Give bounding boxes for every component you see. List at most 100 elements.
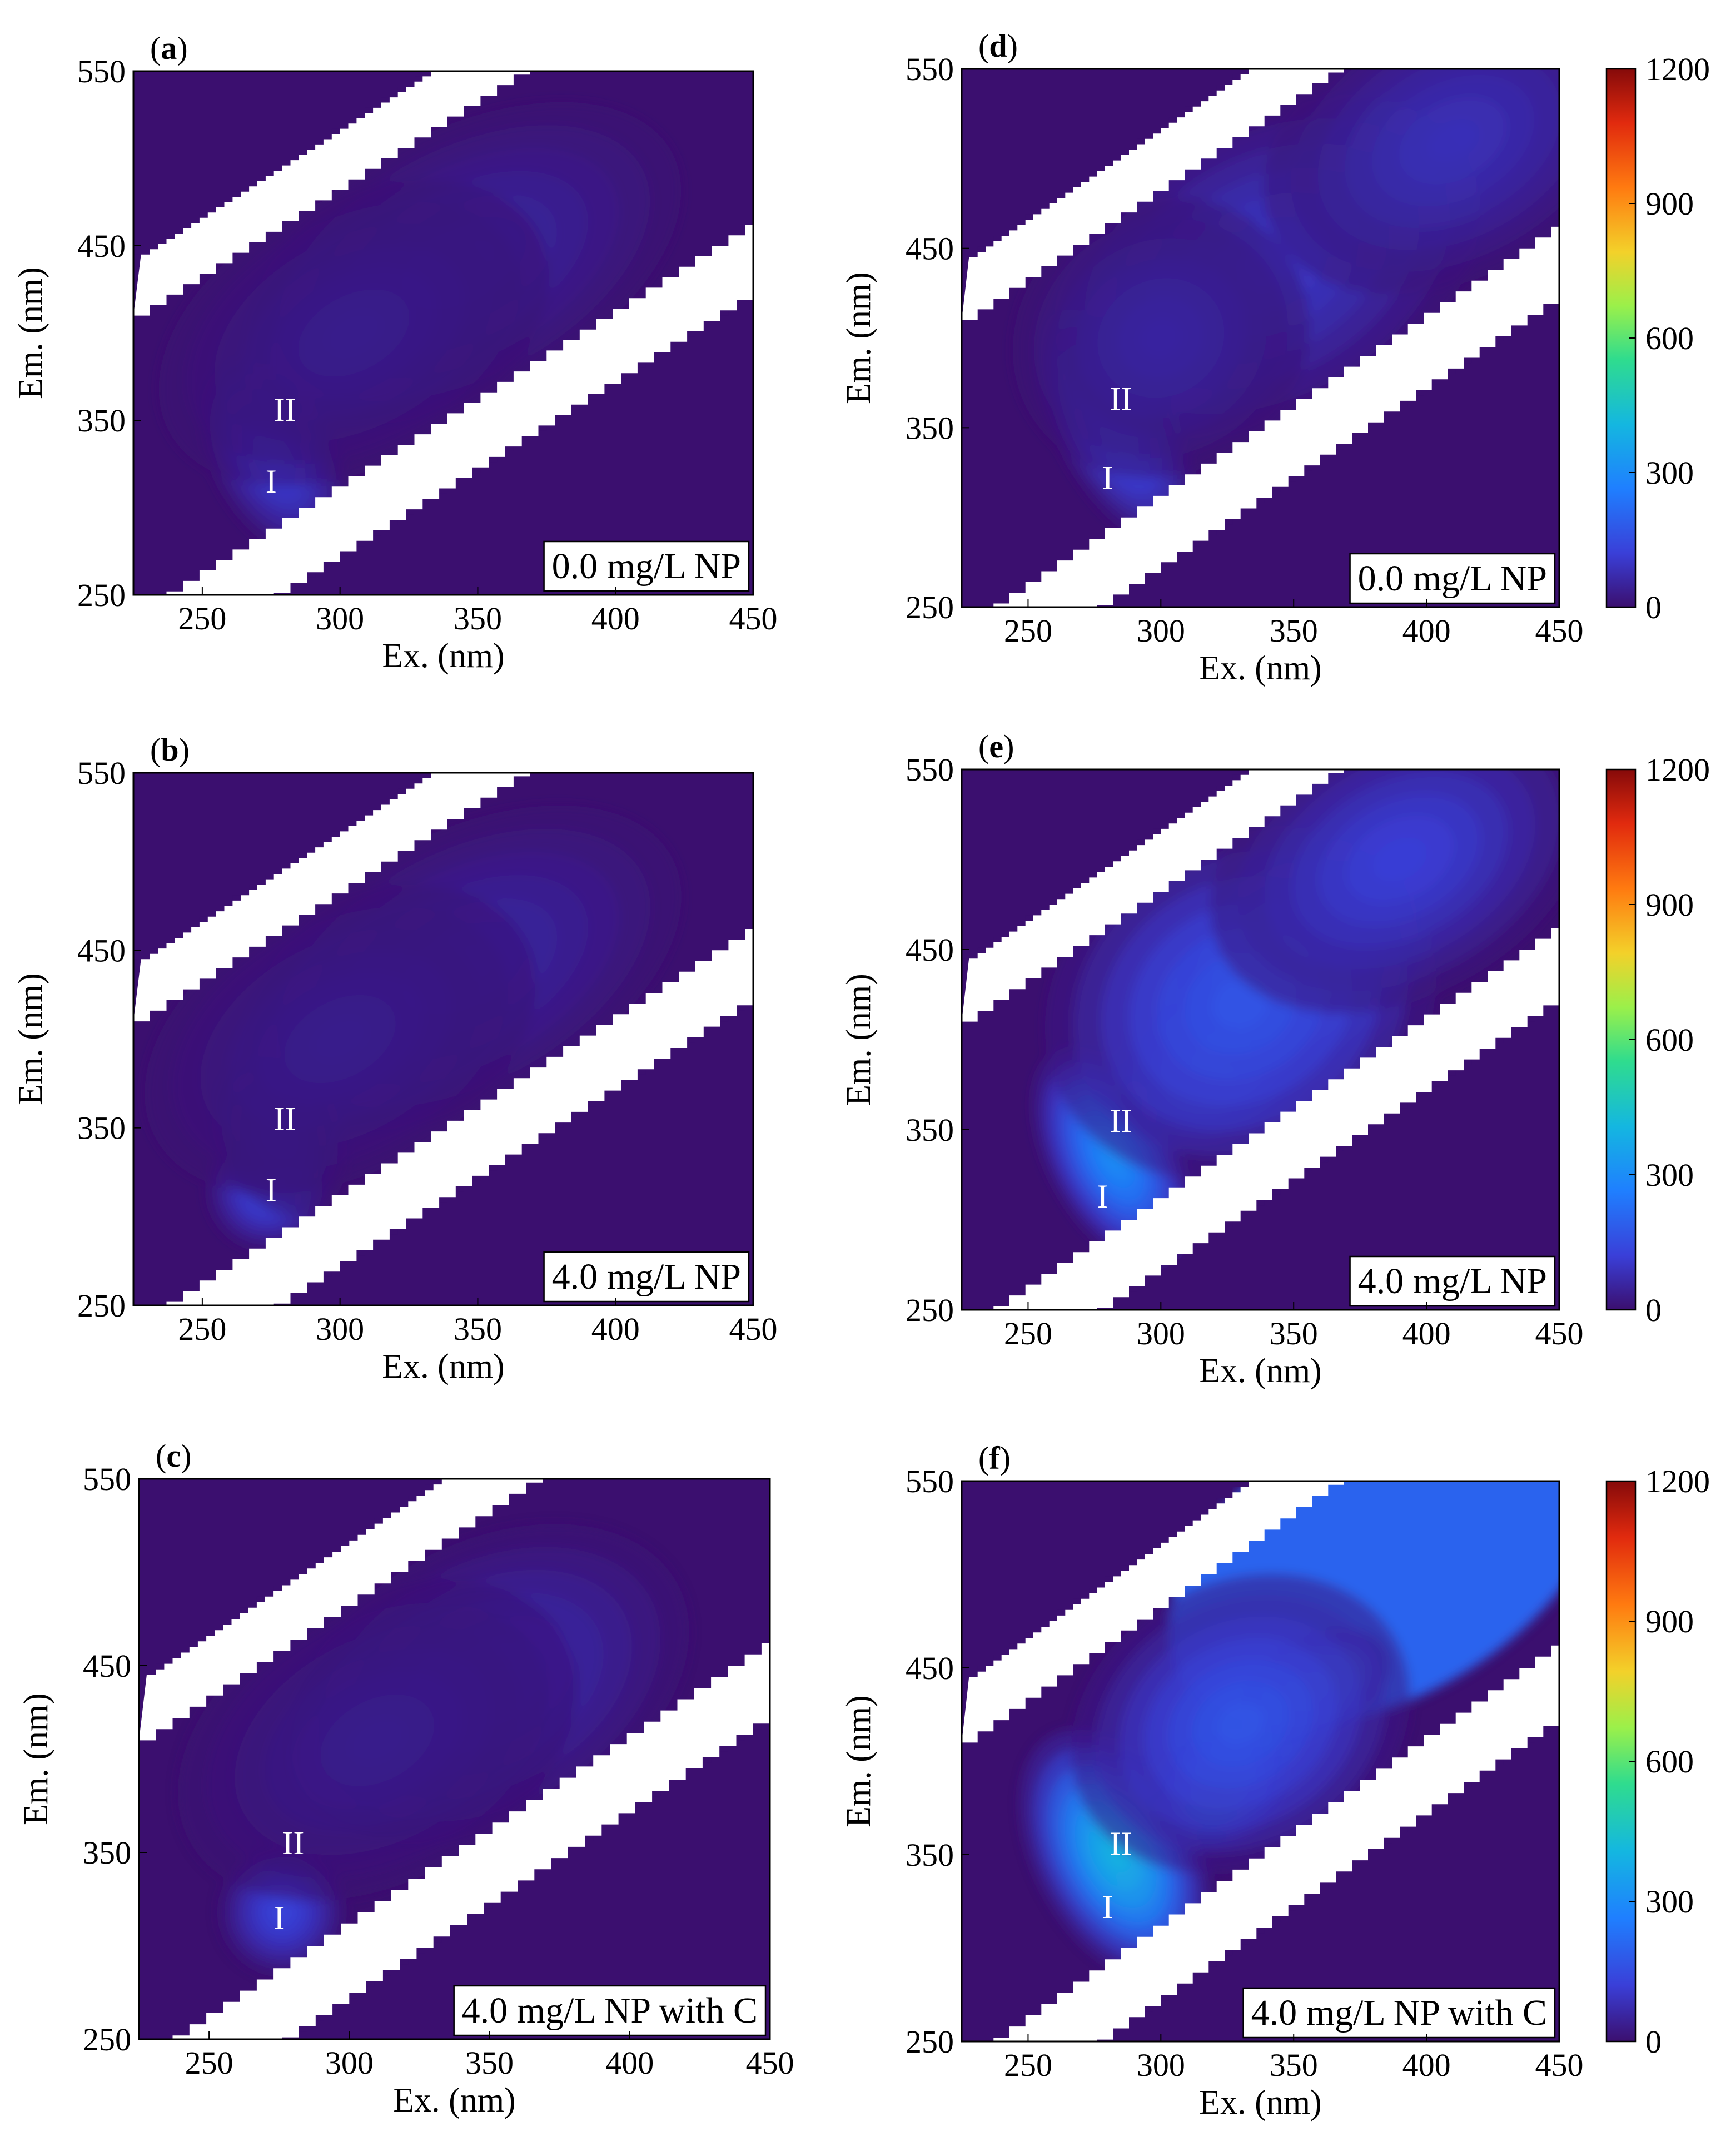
intensity-contour — [272, 1903, 291, 1921]
masked-region-lower — [139, 1718, 770, 2039]
y-tick-label: 250 — [906, 589, 954, 625]
masked-region-corner — [133, 773, 753, 960]
peak-label: II — [1110, 1102, 1132, 1139]
colorbar-tick-label: 1200 — [1645, 752, 1710, 788]
x-tick-label: 350 — [454, 1311, 502, 1347]
y-tick-label: 550 — [83, 1461, 131, 1497]
y-axis-label: Em. (nm) — [840, 272, 878, 404]
colorbar-tick-label: 0 — [1645, 1292, 1662, 1328]
legend-box — [1349, 553, 1556, 604]
legend: 0.0 mg/L NP — [543, 540, 750, 592]
scatter-band-upper — [133, 773, 530, 1022]
peak-label: II — [1110, 1825, 1132, 1862]
x-tick-label: 450 — [1535, 1315, 1584, 1352]
y-tick-label: 250 — [77, 577, 126, 613]
y-tick-label: 450 — [906, 1650, 954, 1686]
x-axis-label: Ex. (nm) — [1199, 1352, 1321, 1390]
x-tick-label: 350 — [1270, 613, 1318, 649]
scatter-band-upper — [139, 1479, 543, 1741]
peak-label: II — [282, 1825, 304, 1861]
y-tick-label: 450 — [906, 231, 954, 267]
x-tick-label: 300 — [325, 2045, 374, 2081]
y-tick-label: 450 — [906, 932, 954, 968]
scatter-band-upper — [962, 69, 1344, 320]
x-tick-label: 350 — [1270, 1315, 1318, 1352]
legend-text: 0.0 mg/L NP — [552, 546, 741, 587]
x-tick-label: 400 — [1402, 1315, 1451, 1352]
plot-frame — [961, 768, 1560, 1311]
legend-text: 0.0 mg/L NP — [1358, 558, 1547, 599]
plot-frame — [132, 772, 754, 1306]
colorbar-tick-label: 1200 — [1645, 51, 1710, 87]
y-axis-label: Em. (nm) — [840, 973, 878, 1106]
colorbar-tick-label: 1200 — [1645, 1463, 1710, 1499]
x-tick-label: 250 — [185, 2045, 233, 2081]
y-tick-label: 350 — [77, 1110, 126, 1146]
legend: 4.0 mg/L NP with C — [1242, 1987, 1556, 2039]
colorbar-tick-label: 600 — [1645, 1743, 1694, 1780]
peak-label: I — [1102, 460, 1113, 496]
y-axis-label: Em. (nm) — [12, 973, 49, 1105]
colorbar-tick-label: 900 — [1645, 887, 1694, 923]
peak-label: I — [1097, 1178, 1108, 1215]
y-axis-label: Em. (nm) — [840, 1695, 878, 1827]
x-tick-label: 300 — [316, 1311, 364, 1347]
x-tick-label: 450 — [1535, 613, 1584, 649]
x-tick-label: 250 — [178, 600, 226, 637]
plot-area — [133, 773, 753, 1305]
intensity-contour — [326, 311, 382, 355]
intensity-contour — [1372, 837, 1427, 882]
x-tick-label: 300 — [1137, 1315, 1185, 1352]
plot-frame — [961, 68, 1560, 608]
intensity-contour — [1140, 318, 1182, 358]
legend-text: 4.0 mg/L NP — [1358, 1261, 1547, 1301]
plot-area — [139, 1479, 770, 2039]
y-tick-label: 250 — [77, 1288, 126, 1324]
y-axis-label: Em. (nm) — [12, 267, 49, 399]
colorbar-tick-label: 600 — [1645, 320, 1694, 356]
panel-tag: (b) — [150, 732, 190, 768]
x-tick-label: 250 — [1004, 613, 1052, 649]
colorbar-tick-label: 900 — [1645, 186, 1694, 222]
panel-tag: (f) — [978, 1440, 1011, 1476]
masked-region-corner — [133, 71, 753, 255]
peak-label: I — [266, 1171, 277, 1208]
x-tick-label: 250 — [1004, 2047, 1052, 2083]
masked-region-lower — [133, 1000, 753, 1305]
y-tick-label: 550 — [906, 752, 954, 788]
x-tick-label: 450 — [729, 1311, 778, 1347]
peak-label: II — [1110, 381, 1132, 418]
x-tick-label: 400 — [591, 600, 640, 637]
colorbar-tick-label: 300 — [1645, 455, 1694, 491]
x-tick-label: 350 — [454, 600, 502, 637]
x-tick-label: 300 — [316, 600, 364, 637]
x-axis-label: Ex. (nm) — [393, 2082, 515, 2119]
x-axis-label: Ex. (nm) — [382, 637, 504, 675]
y-axis-label: Em. (nm) — [17, 1693, 55, 1825]
masked-region-lower — [962, 1000, 1559, 1310]
plot-area — [962, 1481, 1559, 2041]
x-tick-label: 350 — [465, 2045, 514, 2081]
y-tick-label: 350 — [77, 403, 126, 439]
plot-frame — [132, 70, 754, 596]
colorbar-tick-label: 300 — [1645, 1884, 1694, 1920]
masked-region-lower — [962, 1720, 1559, 2041]
legend: 4.0 mg/L NP with C — [453, 1985, 767, 2036]
scatter-band-upper — [962, 769, 1344, 1022]
colorbar-tick-label: 900 — [1645, 1603, 1694, 1640]
legend: 4.0 mg/L NP — [543, 1251, 750, 1303]
intensity-field — [1012, 69, 1559, 546]
plot-frame — [961, 1480, 1560, 2043]
y-tick-label: 350 — [83, 1835, 131, 1871]
y-tick-label: 350 — [906, 1837, 954, 1873]
masked-region-lower — [133, 294, 753, 595]
y-tick-label: 550 — [906, 51, 954, 87]
legend-box — [453, 1985, 767, 2036]
masked-region-corner — [962, 69, 1559, 257]
intensity-field — [145, 805, 682, 1251]
colorbar-tick-label: 600 — [1645, 1022, 1694, 1058]
